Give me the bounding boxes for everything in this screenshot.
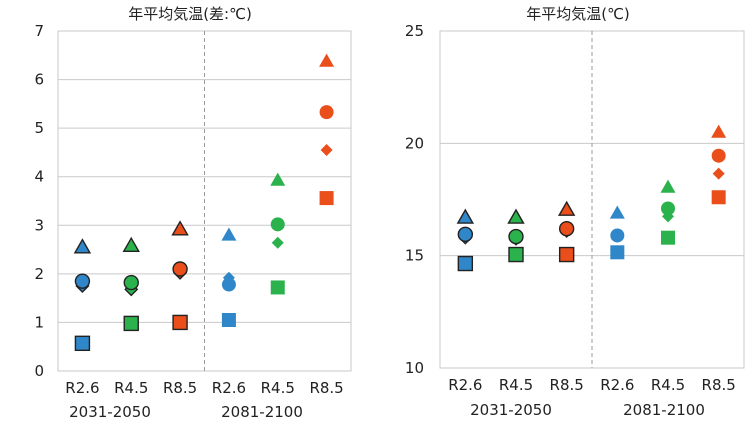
x-category-label: R2.6 bbox=[600, 376, 634, 394]
circle-marker bbox=[558, 221, 575, 237]
x-category-label: R8.5 bbox=[702, 376, 736, 394]
triangle-marker bbox=[319, 53, 335, 67]
triangle-marker bbox=[270, 172, 286, 186]
square-marker bbox=[319, 191, 334, 206]
triangle-marker bbox=[456, 208, 475, 224]
circle-marker bbox=[610, 228, 625, 243]
triangle-marker bbox=[507, 208, 525, 224]
triangle-marker bbox=[122, 236, 140, 253]
period-label: 2081-2100 bbox=[623, 401, 705, 419]
triangle-marker bbox=[171, 220, 189, 236]
x-category-label: R8.5 bbox=[163, 379, 197, 397]
square-marker bbox=[270, 280, 285, 295]
chart-temperature-difference: 0 1 2 3 4 5 6 7 年平均気温(差:℃) R2.6 R4.5 R8.5 R2.6 R4.5 R8… bbox=[34, 5, 352, 421]
x-category-label: R4.5 bbox=[261, 379, 295, 397]
square-marker bbox=[508, 246, 524, 263]
y-tick-label: 6 bbox=[34, 71, 44, 89]
y-tick-label: 20 bbox=[405, 134, 424, 152]
period-label: 2031-2050 bbox=[470, 401, 552, 419]
chart-title: 年平均気温(℃) bbox=[526, 5, 630, 23]
circle-marker bbox=[270, 217, 285, 232]
square-marker bbox=[457, 255, 474, 272]
square-marker bbox=[172, 314, 188, 331]
triangle-marker bbox=[557, 200, 576, 216]
triangle-marker bbox=[660, 179, 676, 193]
y-tick-label: 4 bbox=[34, 168, 44, 186]
x-category-label: R4.5 bbox=[651, 376, 685, 394]
triangle-marker bbox=[221, 227, 237, 241]
y-tick-label: 7 bbox=[34, 22, 44, 40]
circle-marker bbox=[74, 273, 91, 289]
circle-marker bbox=[711, 148, 726, 163]
x-category-label: R2.6 bbox=[212, 379, 246, 397]
square-marker bbox=[74, 335, 91, 352]
chart-annual-mean-temperature: 10 15 20 25 年平均気温(℃) R2.6 R4.5 R8.5 R2.6 R4.5 R8.5… bbox=[405, 5, 745, 419]
y-tick-label: 5 bbox=[34, 119, 44, 137]
circle-marker bbox=[221, 277, 236, 292]
diamond-marker bbox=[271, 236, 284, 249]
chart-title: 年平均気温(差:℃) bbox=[128, 5, 252, 23]
square-marker bbox=[558, 246, 575, 263]
period-label: 2081-2100 bbox=[221, 403, 303, 421]
diamond-marker bbox=[712, 167, 725, 180]
circle-marker bbox=[319, 105, 334, 120]
y-tick-label: 25 bbox=[405, 22, 424, 40]
y-tick-label: 15 bbox=[405, 247, 424, 265]
square-marker bbox=[221, 313, 236, 327]
x-category-label: R4.5 bbox=[499, 376, 533, 394]
circle-marker bbox=[661, 201, 675, 216]
x-category-label: R8.5 bbox=[550, 376, 584, 394]
y-tick-label: 3 bbox=[34, 216, 44, 234]
triangle-marker bbox=[711, 124, 727, 138]
triangle-marker bbox=[73, 238, 92, 254]
square-marker bbox=[661, 230, 675, 245]
diamond-marker bbox=[320, 144, 333, 156]
circle-marker bbox=[123, 274, 139, 291]
y-tick-label: 0 bbox=[34, 362, 44, 380]
x-category-label: R8.5 bbox=[309, 379, 343, 397]
circle-marker bbox=[457, 226, 474, 243]
x-category-label: R4.5 bbox=[114, 379, 148, 397]
x-category-label: R2.6 bbox=[65, 379, 99, 397]
y-tick-label: 2 bbox=[34, 265, 44, 283]
y-tick-label: 1 bbox=[34, 313, 44, 331]
y-tick-label: 10 bbox=[405, 359, 424, 377]
square-marker bbox=[123, 315, 139, 332]
x-category-label: R2.6 bbox=[448, 376, 482, 394]
period-label: 2031-2050 bbox=[69, 403, 151, 421]
circle-marker bbox=[508, 228, 524, 245]
square-marker bbox=[610, 245, 625, 260]
triangle-marker bbox=[609, 205, 625, 219]
square-marker bbox=[711, 190, 726, 205]
circle-marker bbox=[172, 261, 188, 277]
